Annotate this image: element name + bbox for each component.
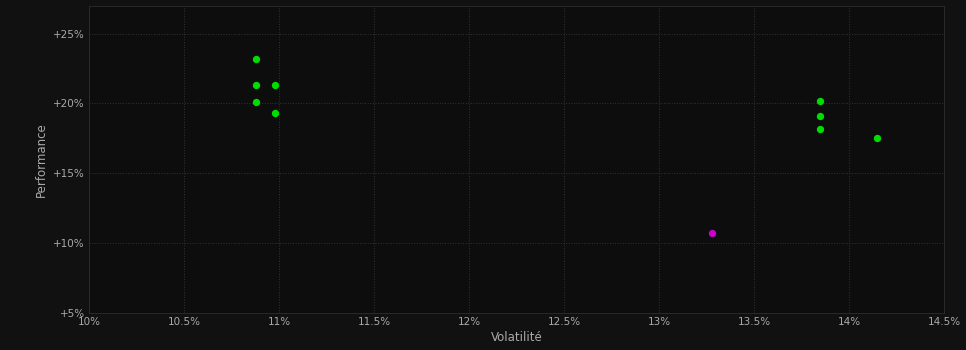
Point: [869, 135, 885, 141]
Point: [812, 126, 828, 131]
Point: [248, 99, 264, 105]
Y-axis label: Performance: Performance: [35, 122, 47, 197]
Point: [704, 231, 720, 236]
Point: [248, 56, 264, 62]
Point: [268, 110, 283, 116]
X-axis label: Volatilité: Volatilité: [491, 331, 542, 344]
Point: [268, 83, 283, 88]
Point: [248, 83, 264, 88]
Point: [812, 98, 828, 103]
Point: [812, 113, 828, 119]
